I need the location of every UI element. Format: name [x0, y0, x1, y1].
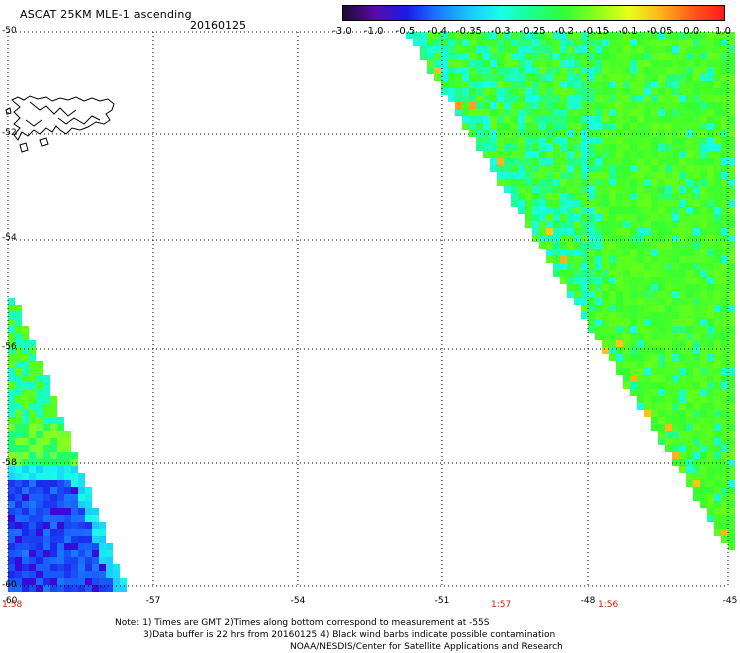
lon-label-57: -57: [145, 596, 161, 606]
product-date: 20160125: [190, 19, 246, 32]
footnotes: Note: 1) Times are GMT 2)Times along bot…: [115, 617, 563, 653]
lat-label-50: -50: [2, 26, 17, 36]
colorbar-label: -0.2: [554, 26, 575, 37]
lat-label-58: -58: [2, 458, 17, 468]
lon-label-48: -48: [580, 596, 596, 606]
pass-time-center: 1:57: [491, 600, 512, 610]
colorbar-label: -0.25: [519, 26, 546, 37]
lon-label-51: -51: [434, 596, 450, 606]
colorbar-label: -0.15: [583, 26, 609, 37]
lat-label-52: -52: [2, 128, 17, 138]
colorbar-label: -1.0: [363, 26, 384, 37]
colorbar-label: -3.0: [332, 26, 352, 37]
lat-label-56: -56: [2, 342, 17, 352]
pass-time-left: 1:58: [2, 600, 23, 610]
lon-label-60: -60: [2, 596, 18, 606]
note-line-2: 3)Data buffer is 22 hrs from 20160125 4)…: [143, 630, 556, 640]
colorbar-label: 1.0: [715, 26, 731, 37]
falkland-islands-coastline: [5, 95, 115, 153]
note-line-1: Note: 1) Times are GMT 2)Times along bot…: [115, 618, 490, 628]
pass-time-right: 1:56: [598, 600, 619, 610]
colorbar-label: -0.4: [427, 26, 448, 37]
swath-data: [8, 32, 735, 592]
colorbar-labels: -3.0 -1.0 -0.5 -0.4 -0.35 -0.3 -0.25 -0.2 -0.15-…: [330, 26, 740, 38]
graticule: [7, 31, 729, 587]
colorbar-label: 0.0: [683, 26, 700, 37]
lat-label-54: -54: [2, 233, 17, 243]
colorbar-label: -0.05: [646, 26, 673, 37]
colorbar: [342, 5, 725, 21]
lon-label-45: -45: [722, 596, 738, 606]
colorbar-label: -0.5: [395, 26, 416, 37]
lat-label-60: -60: [2, 580, 17, 590]
colorbar-label: -0.3: [490, 26, 511, 37]
colorbar-label: -0.35: [456, 26, 482, 37]
note-line-3: NOAA/NESDIS/Center for Satellite Applica…: [290, 642, 563, 652]
lon-label-54: -54: [290, 596, 306, 606]
colorbar-label: -0.1: [617, 26, 638, 37]
product-title: ASCAT 25KM MLE-1 ascending: [20, 8, 192, 21]
